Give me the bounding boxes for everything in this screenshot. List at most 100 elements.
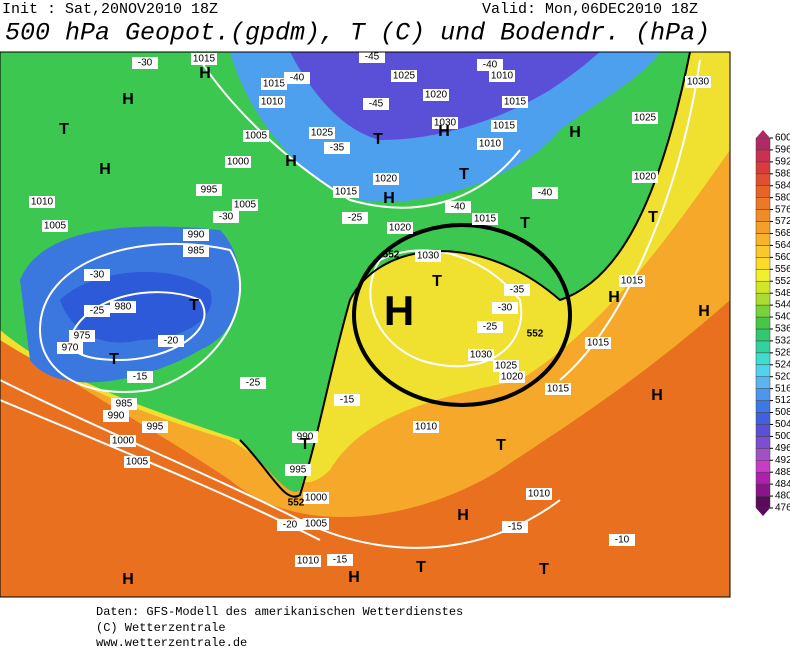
isobar-label-bg <box>489 70 515 82</box>
isobar-label-bg <box>110 301 136 313</box>
isobar-label-bg <box>57 342 83 354</box>
isobar-label-bg <box>285 464 311 476</box>
temperature-label-bg <box>327 554 353 566</box>
isobar-label: 1000 <box>227 157 250 168</box>
temperature-label: -30 <box>90 270 105 281</box>
isobar-label: 1025 <box>495 361 518 372</box>
temperature-label: -25 <box>483 322 498 333</box>
isobar-label: 1015 <box>193 54 216 65</box>
colorbar-tick-label: 508 <box>775 407 790 418</box>
temperature-label: -25 <box>348 213 363 224</box>
colorbar-bin <box>755 257 771 270</box>
temperature-label: -40 <box>451 202 466 213</box>
isobar-label-bg <box>303 492 329 504</box>
map-area: 1015 1025 1010 1030 1015 1010 1020 1015 1005 1025… <box>0 52 730 597</box>
colorbar-bin <box>755 424 771 437</box>
isobar-label: 1015 <box>547 384 570 395</box>
pressure-center: T <box>520 215 530 232</box>
isobar-label: 1005 <box>234 200 257 211</box>
isobar-label: 1000 <box>305 493 328 504</box>
temperature-label-bg <box>324 142 350 154</box>
temperature-label-bg <box>240 377 266 389</box>
isobar-label: 1015 <box>587 338 610 349</box>
temperature-label-bg <box>342 212 368 224</box>
isobar-label-bg <box>295 555 321 567</box>
temperature-label-bg <box>363 98 389 110</box>
isobar-label: 1010 <box>261 97 284 108</box>
temperature-label: -15 <box>333 555 348 566</box>
colorbar-bin <box>755 185 771 198</box>
isobar-label: 1030 <box>417 251 440 262</box>
isobar-label-bg <box>110 435 136 447</box>
isobar-label: 1010 <box>31 197 54 208</box>
map-frame <box>0 51 731 598</box>
isobar-label: 1015 <box>504 97 527 108</box>
colorbar-tick-label: 480 <box>775 491 790 502</box>
colorbar-tick-label: 552 <box>775 276 790 287</box>
colorbar-bin <box>755 412 771 425</box>
isobar-label: 985 <box>188 246 205 257</box>
isobar-label-bg <box>333 186 359 198</box>
colorbar-tick-label: 588 <box>775 168 790 179</box>
isobar-label-bg <box>69 330 95 342</box>
big-high: H <box>384 287 414 334</box>
isobar <box>369 249 523 368</box>
colorbar-bin <box>755 197 771 210</box>
pressure-center: H <box>608 289 620 306</box>
pressure-center: H <box>348 569 360 586</box>
isobar-label-bg <box>432 117 458 129</box>
temperature-label-bg <box>532 187 558 199</box>
colorbar-bin <box>755 340 771 354</box>
temperature-label: -30 <box>138 58 153 69</box>
temperature-label: -30 <box>219 212 234 223</box>
temperature-label: -40 <box>483 60 498 71</box>
isobar-label: 1020 <box>634 172 657 183</box>
colorbar-tick-label: 516 <box>775 383 790 394</box>
colorbar-tick-label: 504 <box>775 419 790 430</box>
colorbar-tick-label: 520 <box>775 371 790 382</box>
colorbar-tick-label: 564 <box>775 240 790 251</box>
colorbar-tick-label: 536 <box>775 324 790 335</box>
isobar-label-bg <box>309 127 335 139</box>
colorbar-tick-label: 580 <box>775 192 790 203</box>
colorbar-bin <box>755 364 771 377</box>
colorbar-tick-label: 528 <box>775 347 790 358</box>
temperature-label: -15 <box>508 522 523 533</box>
colorbar-bin <box>755 352 771 366</box>
isobar-label-bg <box>191 53 217 65</box>
isobar-label-bg <box>124 456 150 468</box>
colorbar-bin <box>755 269 771 282</box>
isobar-label-bg <box>413 421 439 433</box>
colorbar-bin <box>755 400 771 413</box>
pressure-center: H <box>438 123 450 140</box>
temperature-label: -10 <box>615 535 630 546</box>
isobar-label-bg <box>259 96 285 108</box>
isobar-label-bg <box>545 383 571 395</box>
temperature-label: -45 <box>365 52 380 63</box>
isobar-label: 1010 <box>479 139 502 150</box>
isobar-label: 990 <box>188 230 205 241</box>
isobar-label: 1025 <box>311 128 334 139</box>
temperature-label: -35 <box>510 285 525 296</box>
temperature-label-bg <box>477 321 503 333</box>
temperature-label-bg <box>445 201 471 213</box>
temperature-label: -20 <box>164 336 179 347</box>
colorbar-bin <box>755 221 771 234</box>
isobar-label-bg <box>502 96 528 108</box>
isobar <box>39 243 241 393</box>
pressure-center: H <box>122 91 134 108</box>
isobar-label-bg <box>42 220 68 232</box>
isobar-label: 1015 <box>263 79 286 90</box>
init-time: Init : Sat,20NOV2010 18Z <box>2 1 218 18</box>
isobar <box>559 59 701 381</box>
highlight-circle <box>352 223 572 407</box>
colorbar-tick-label: 600 <box>775 133 790 144</box>
colorbar-cap-bottom <box>756 508 770 516</box>
isobar-label: 1015 <box>621 276 644 287</box>
pressure-center: T <box>300 436 310 453</box>
isobar-label-bg <box>685 76 711 88</box>
footer-line: www.wetterzentrale.de <box>96 636 247 648</box>
isobar-label: 1015 <box>493 121 516 132</box>
isobar-label-bg <box>391 70 417 82</box>
